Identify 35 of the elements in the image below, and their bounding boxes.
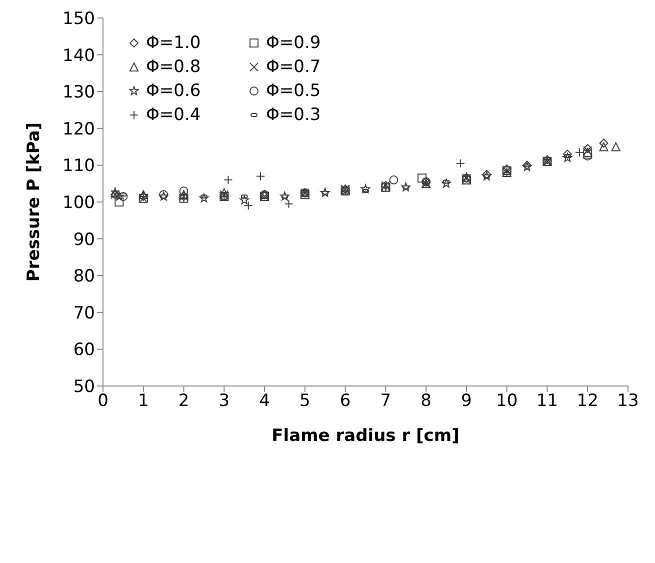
legend-label: Φ=0.8 xyxy=(146,57,201,77)
y-tick-label: 90 xyxy=(73,230,95,250)
y-tick-label: 80 xyxy=(73,266,95,287)
x-tick-label: 2 xyxy=(178,391,190,412)
y-tick-label: 140 xyxy=(62,46,95,66)
y-tick-label: 130 xyxy=(62,82,95,103)
x-axis-title: Flame radius r [cm] xyxy=(272,426,460,446)
x-tick-label: 10 xyxy=(496,391,518,412)
x-tick-label: 0 xyxy=(98,391,108,412)
x-tick-label: 1 xyxy=(138,391,149,412)
x-tick-label: 6 xyxy=(340,391,351,412)
y-tick-label: 70 xyxy=(73,303,95,324)
x-tick-label: 4 xyxy=(259,391,270,412)
legend-label: Φ=1.0 xyxy=(146,33,201,53)
x-tick-label: 9 xyxy=(461,391,472,412)
y-tick-label: 150 xyxy=(62,9,95,30)
legend-label: Φ=0.5 xyxy=(266,81,321,101)
x-tick-label: 3 xyxy=(218,391,230,412)
y-tick-label: 60 xyxy=(73,340,95,360)
y-tick-label: 50 xyxy=(73,377,95,398)
legend-label: Φ=0.9 xyxy=(266,33,321,53)
x-tick-label: 8 xyxy=(420,391,432,412)
legend-label: Φ=0.6 xyxy=(146,81,201,101)
x-tick-label: 12 xyxy=(576,391,598,412)
x-tick-label: 7 xyxy=(380,391,392,412)
x-tick-label: 5 xyxy=(300,391,310,412)
legend-label: Φ=0.3 xyxy=(266,105,321,125)
legend-label: Φ=0.4 xyxy=(146,105,201,125)
x-tick-label: 13 xyxy=(617,391,639,412)
y-tick-label: 120 xyxy=(62,119,95,140)
y-tick-label: 100 xyxy=(62,193,95,214)
x-tick-label: 11 xyxy=(536,391,558,412)
y-tick-label: 110 xyxy=(62,156,95,176)
legend-label: Φ=0.7 xyxy=(266,57,321,77)
y-axis-title: Pressure P [kPa] xyxy=(24,122,44,282)
